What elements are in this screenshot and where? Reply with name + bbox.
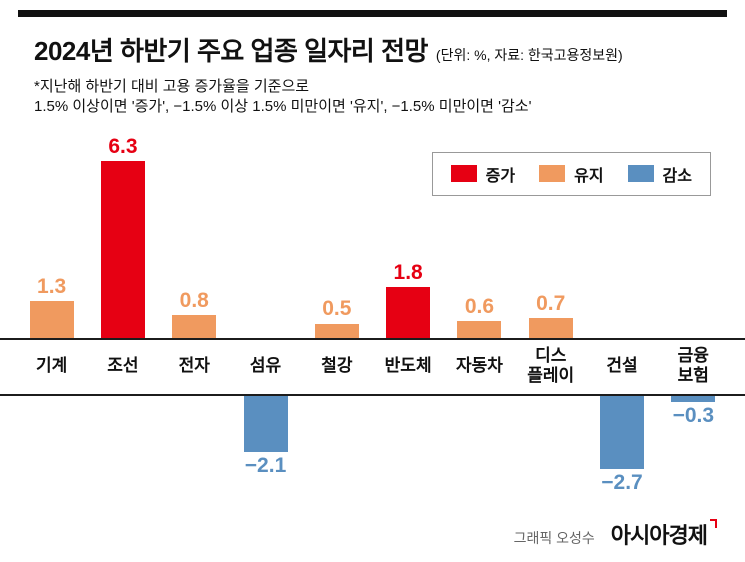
chart-columns: 1.3 기계 6.3 조선 0.8 전자 섬유 −2.1 0.5 철강 1.8 반도체 0.6 자동차 0.… (0, 130, 745, 514)
zero-baseline (0, 337, 745, 340)
chart-bar (100, 161, 145, 338)
chart-bar (314, 323, 359, 338)
subtitle-line1: *지난해 하반기 대비 고용 증가율을 기준으로 (34, 78, 310, 95)
chart-bar (671, 393, 716, 402)
category-label: 철강 (321, 355, 353, 375)
chart-column: 0.6 자동차 (444, 130, 515, 514)
credit-text: 그래픽 오성수 (513, 530, 595, 546)
value-label: 0.6 (464, 294, 495, 318)
asiae-logo: 아시아경제 (611, 518, 717, 550)
legend: 증가 유지 감소 (431, 151, 711, 196)
value-label: −2.1 (244, 454, 287, 478)
footer: 그래픽 오성수 아시아경제 (514, 518, 717, 550)
page-title: 2024년 하반기 주요 업종 일자리 전망 (34, 36, 428, 66)
bar-chart: 1.3 기계 6.3 조선 0.8 전자 섬유 −2.1 0.5 철강 1.8 반도체 0.6 자동차 0.… (0, 130, 745, 514)
unit-source-note: (단위: %, 자료: 한국고용정보원) (435, 47, 623, 63)
decrease-swatch-icon (627, 165, 654, 182)
legend-label-decrease: 감소 (662, 167, 692, 185)
category-label: 반도체 (384, 355, 432, 375)
chart-column: 1.3 기계 (16, 130, 87, 514)
legend-item-increase: 증가 (450, 162, 516, 186)
chart-bar (243, 393, 288, 453)
chart-bar (29, 301, 74, 338)
subtitle-line2: 1.5% 이상이면 '증가', −1.5% 이상 1.5% 미만이면 '유지',… (34, 98, 532, 116)
category-label: 금융 보험 (677, 346, 709, 385)
logo-mark-icon (710, 519, 717, 528)
value-label: 0.5 (322, 297, 352, 321)
header: 2024년 하반기 주요 업종 일자리 전망 (단위: %, 자료: 한국고용정… (34, 31, 711, 68)
subtitle: *지난해 하반기 대비 고용 증가율을 기준으로 1.5% 이상이면 '증가',… (34, 77, 711, 118)
value-label: 6.3 (108, 135, 138, 159)
chart-bar (172, 315, 217, 338)
value-label: 0.7 (536, 291, 566, 315)
legend-item-decrease: 감소 (627, 162, 692, 186)
chart-column: 0.7 디스 플레이 (515, 130, 586, 514)
chart-column: 섬유 −2.1 (230, 130, 301, 514)
negative-baseline (0, 393, 745, 396)
increase-swatch-icon (450, 165, 477, 182)
chart-bar (600, 393, 645, 470)
category-label: 건설 (606, 355, 638, 375)
category-label: 섬유 (249, 355, 282, 375)
chart-column: 0.8 전자 (159, 130, 230, 514)
value-label: −0.3 (672, 403, 715, 427)
logo-text: 아시아경제 (610, 523, 708, 548)
top-rule-divider (18, 10, 727, 17)
chart-column: 6.3 조선 (87, 130, 158, 514)
chart-bar (457, 320, 502, 338)
chart-column: 건설 −2.7 (586, 130, 657, 514)
maintain-swatch-icon (539, 165, 566, 182)
chart-bar (386, 287, 431, 338)
category-label: 기계 (36, 355, 68, 375)
value-label: 1.3 (37, 275, 67, 299)
legend-item-maintain: 유지 (539, 162, 604, 186)
value-label: −2.7 (601, 471, 643, 495)
category-label: 전자 (178, 355, 210, 375)
chart-column: 금융 보험 −0.3 (658, 130, 729, 514)
legend-label-maintain: 유지 (574, 167, 604, 185)
value-label: 1.8 (393, 261, 423, 285)
category-label: 자동차 (455, 355, 503, 375)
chart-column: 1.8 반도체 (372, 130, 443, 514)
legend-label-increase: 증가 (485, 167, 516, 185)
value-label: 0.8 (179, 289, 209, 313)
chart-column: 0.5 철강 (301, 130, 372, 514)
chart-bar (528, 317, 573, 338)
category-label: 조선 (107, 355, 139, 375)
category-label: 디스 플레이 (527, 346, 575, 385)
